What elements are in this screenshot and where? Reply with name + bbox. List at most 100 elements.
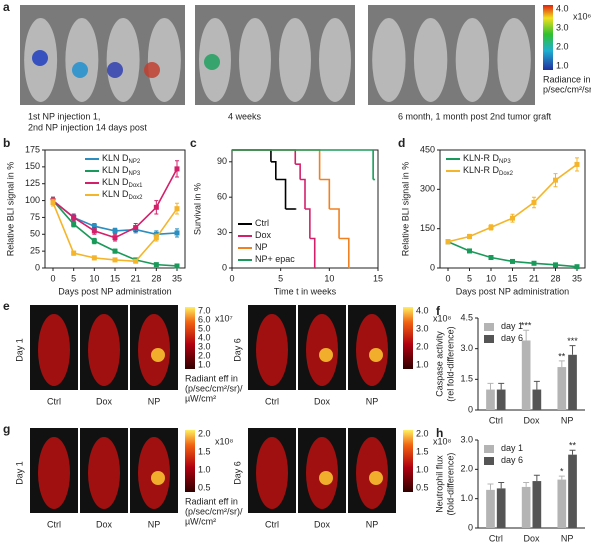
x-tick-label: 35 [172, 273, 182, 283]
y-axis-label: (rel fold-difference) [445, 326, 455, 401]
signal [107, 62, 123, 78]
survival-step [232, 149, 272, 162]
mouse [497, 18, 531, 102]
colorbar-tick: 2.0 [556, 41, 569, 51]
day-label: Day 6 [232, 338, 242, 362]
marker [467, 234, 472, 240]
y-axis-label: Relative BLI signal in % [5, 162, 15, 257]
legend-label: day 1 [501, 321, 523, 331]
colorbar [185, 430, 195, 492]
y-tick-label: 60 [217, 192, 227, 202]
colorbar-title: Radiant eff in [185, 496, 238, 506]
colorbar-tick: 4.0 [556, 3, 569, 13]
y-tick-label: 90 [217, 156, 227, 166]
legend-name: KLN D [102, 189, 129, 199]
y-tick-label: 0 [430, 262, 435, 272]
y-tick-label: 100 [25, 195, 40, 205]
bar [521, 486, 531, 528]
legend-label: KLN-R DDox2 [463, 165, 514, 176]
group-label: NP [366, 396, 379, 406]
x-axis-label: Days post NP administration [456, 286, 569, 296]
survival-step [339, 237, 350, 268]
legend-label: Ctrl [255, 218, 269, 228]
signal [151, 348, 165, 362]
bar [486, 489, 495, 528]
mouse [239, 18, 271, 102]
legend-name: Dox [255, 230, 272, 240]
marker [71, 214, 77, 220]
marker [153, 235, 159, 241]
y-tick-label: 150 [420, 223, 435, 233]
survival-step [309, 237, 316, 268]
colorbar-exponent: x10⁷ [215, 313, 233, 323]
marker [531, 199, 537, 205]
group-label: Dox [314, 519, 331, 529]
legend-subscript: Dox2 [129, 195, 144, 201]
panel-label: f [436, 304, 441, 318]
group-label: Ctrl [265, 519, 279, 529]
y-tick-label: 75 [30, 212, 40, 222]
legend-label: KLN DDox2 [102, 189, 143, 200]
y-tick-label: 1.0 [460, 493, 473, 503]
marker [112, 235, 118, 241]
bar [521, 340, 531, 410]
marker [174, 263, 180, 269]
y-axis-label: Neutrophil flux [434, 455, 444, 513]
day-label: Day 6 [232, 461, 242, 485]
colorbar [403, 430, 413, 492]
panel-label: b [3, 136, 10, 150]
legend-label: Dox [255, 230, 272, 240]
marker [153, 262, 159, 268]
legend-swatch [484, 323, 494, 331]
mouse [455, 18, 490, 102]
colorbar-tick: 7.0 [198, 305, 211, 315]
marker [112, 257, 118, 263]
marker [112, 228, 118, 234]
colorbar-title: (p/sec/cm²/sr)/ [185, 383, 243, 393]
error-bar [523, 329, 530, 341]
marker [91, 255, 97, 261]
day-label: Day 1 [14, 461, 24, 485]
error-bar [523, 482, 530, 487]
legend-name: NP [255, 242, 268, 252]
colorbar-tick: 4.0 [416, 305, 429, 315]
x-tick-label: 21 [131, 273, 141, 283]
survival-step [319, 178, 331, 209]
caption: 2nd NP injection 14 days post [28, 122, 147, 132]
group-label: Dox [96, 519, 113, 529]
marker [174, 166, 180, 172]
legend-name: day 6 [501, 455, 523, 465]
mouse [147, 18, 181, 102]
marker [510, 258, 515, 264]
survival-step [329, 208, 340, 239]
x-tick-label: 0 [445, 273, 450, 283]
legend-label: day 6 [501, 333, 523, 343]
x-axis-label: Days post NP administration [58, 286, 171, 296]
significance: ** [558, 351, 566, 361]
x-axis-label: Time t in weeks [274, 286, 337, 296]
mouse [319, 18, 351, 102]
legend-name: KLN-R D [463, 165, 500, 175]
bar [568, 354, 577, 410]
x-tick-label: Dox [523, 415, 540, 425]
mouse [106, 18, 140, 102]
group-label: Ctrl [47, 396, 61, 406]
colorbar [185, 307, 195, 369]
colorbar-exponent: x10⁸ [215, 436, 234, 446]
x-tick-label: NP [561, 533, 574, 543]
y-axis-label: Survival in % [192, 183, 202, 235]
survival-step [232, 149, 374, 180]
group-label: NP [148, 396, 161, 406]
colorbar-exponent: x10⁸ [433, 436, 452, 446]
legend-swatch [484, 335, 494, 343]
marker [174, 230, 180, 236]
colorbar-tick: 3.0 [198, 341, 211, 351]
bar [568, 454, 577, 528]
colorbar-title: µW/cm² [185, 516, 216, 526]
colorbar [403, 307, 413, 369]
x-tick-label: 15 [507, 273, 517, 283]
x-tick-label: 21 [529, 273, 539, 283]
y-tick-label: 125 [25, 178, 40, 188]
x-tick-label: 15 [110, 273, 120, 283]
